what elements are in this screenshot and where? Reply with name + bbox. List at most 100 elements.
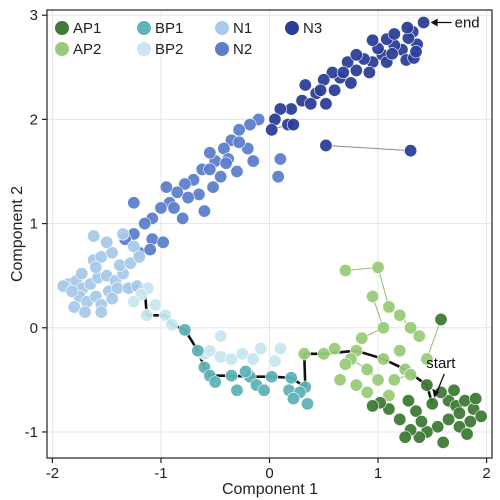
data-point — [247, 353, 259, 365]
data-point — [160, 181, 172, 193]
x-tick-label: -1 — [154, 465, 167, 482]
data-point — [179, 324, 191, 336]
data-point — [350, 379, 362, 391]
data-point — [470, 392, 482, 404]
legend-marker — [55, 21, 69, 35]
data-point — [361, 363, 373, 375]
data-point — [220, 157, 232, 169]
data-point — [100, 236, 112, 248]
data-point — [231, 384, 243, 396]
y-tick-label: 2 — [30, 111, 38, 128]
data-points — [57, 16, 487, 448]
data-point — [231, 165, 243, 177]
data-point — [155, 202, 167, 214]
x-tick-label: 0 — [265, 465, 273, 482]
data-point — [437, 436, 449, 448]
data-point — [258, 384, 270, 396]
data-point — [274, 153, 286, 165]
legend-label: AP2 — [73, 41, 101, 58]
data-point — [76, 267, 88, 279]
data-point — [339, 264, 351, 276]
data-point — [415, 415, 427, 427]
data-point — [402, 394, 414, 406]
data-point — [366, 290, 378, 302]
data-point — [314, 84, 326, 96]
data-point — [214, 330, 226, 342]
annotations: end start — [426, 15, 479, 398]
data-point — [350, 49, 362, 61]
data-point — [442, 413, 454, 425]
data-point — [345, 77, 357, 89]
data-point — [79, 306, 91, 318]
data-point — [320, 98, 332, 110]
data-point — [401, 22, 413, 34]
data-point — [421, 379, 433, 391]
data-point — [410, 45, 422, 57]
legend-marker — [215, 42, 229, 56]
data-point — [366, 400, 378, 412]
data-point — [461, 428, 473, 440]
data-point — [394, 413, 406, 425]
data-point — [68, 301, 80, 313]
data-point — [377, 353, 389, 365]
legend: AP1 BP1 N1 N3 AP2 BP2 N2 — [55, 20, 322, 58]
data-point — [328, 342, 340, 354]
legend-label: BP1 — [155, 20, 183, 37]
data-point — [117, 228, 129, 240]
data-point — [244, 118, 256, 130]
data-point — [225, 369, 237, 381]
data-point — [66, 285, 78, 297]
data-point — [225, 353, 237, 365]
data-point — [464, 415, 476, 427]
data-point — [377, 322, 389, 334]
data-point — [404, 144, 416, 156]
y-tick-label: 1 — [30, 216, 38, 233]
x-axis-title: Component 1 — [222, 481, 318, 498]
y-axis-title: Component 2 — [9, 186, 26, 282]
data-point — [366, 34, 378, 46]
data-point — [204, 163, 216, 175]
y-tick-label: -1 — [25, 424, 38, 441]
data-point — [149, 299, 161, 311]
legend-label: N1 — [233, 20, 252, 37]
data-point — [114, 259, 126, 271]
data-point — [90, 261, 102, 273]
data-point — [361, 386, 373, 398]
data-point — [475, 410, 487, 422]
data-point — [339, 358, 351, 370]
data-point — [453, 407, 465, 419]
data-point — [236, 348, 248, 360]
legend-marker — [215, 21, 229, 35]
data-point — [363, 66, 375, 78]
data-point — [305, 98, 317, 110]
data-point — [320, 139, 332, 151]
trajectory — [128, 125, 441, 404]
data-point — [247, 155, 259, 167]
data-point — [133, 251, 145, 263]
data-point — [166, 318, 178, 330]
data-point — [383, 301, 395, 313]
data-point — [106, 292, 118, 304]
x-tick-label: 1 — [374, 465, 382, 482]
data-point — [128, 197, 140, 209]
data-point — [432, 421, 444, 433]
data-point — [233, 124, 245, 136]
data-point — [269, 355, 281, 367]
data-point — [285, 103, 297, 115]
legend-label: N3 — [303, 20, 322, 37]
legend-marker — [55, 42, 69, 56]
data-point — [274, 342, 286, 354]
data-point — [356, 332, 368, 344]
data-point — [255, 342, 267, 354]
data-point — [168, 202, 180, 214]
y-tick-label: 3 — [30, 7, 38, 24]
data-point — [399, 431, 411, 443]
data-point — [198, 205, 210, 217]
data-point — [426, 398, 438, 410]
data-point — [334, 374, 346, 386]
legend-label: BP2 — [155, 41, 183, 58]
data-point — [141, 309, 153, 321]
data-point — [128, 296, 140, 308]
data-point — [214, 351, 226, 363]
